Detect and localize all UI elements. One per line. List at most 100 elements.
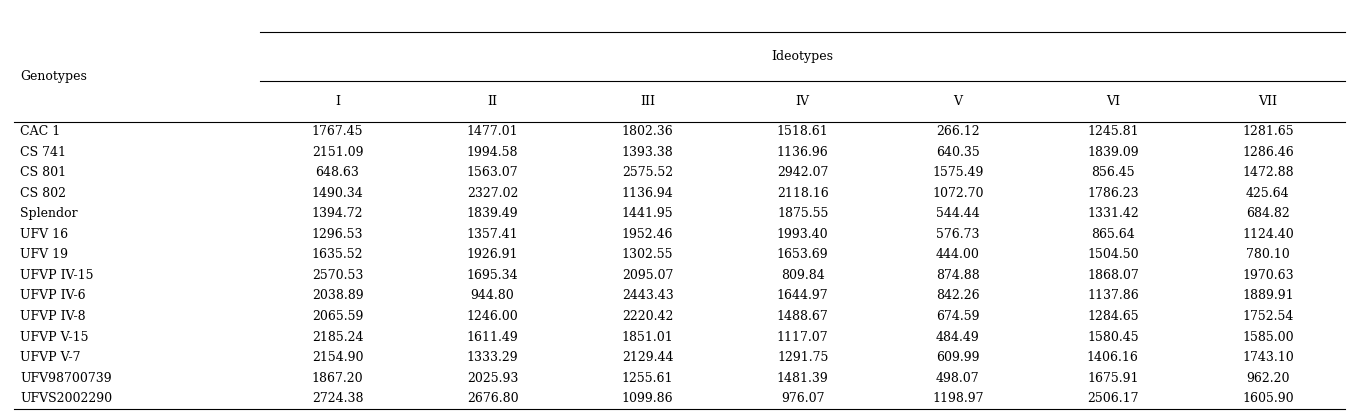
Text: 484.49: 484.49 xyxy=(936,330,980,344)
Text: 1743.10: 1743.10 xyxy=(1242,351,1294,364)
Text: 780.10: 780.10 xyxy=(1246,249,1290,261)
Text: UFVP IV-8: UFVP IV-8 xyxy=(20,310,86,323)
Text: 1868.07: 1868.07 xyxy=(1087,269,1139,282)
Text: 1136.96: 1136.96 xyxy=(777,146,829,159)
Text: 2443.43: 2443.43 xyxy=(622,290,674,302)
Text: 1441.95: 1441.95 xyxy=(622,207,674,221)
Text: 1333.29: 1333.29 xyxy=(466,351,518,364)
Text: 1284.65: 1284.65 xyxy=(1087,310,1139,323)
Text: 266.12: 266.12 xyxy=(936,125,980,138)
Text: 2942.07: 2942.07 xyxy=(777,166,829,179)
Text: 1786.23: 1786.23 xyxy=(1087,187,1139,200)
Text: II: II xyxy=(488,95,497,108)
Text: 1255.61: 1255.61 xyxy=(622,372,673,385)
Text: 1580.45: 1580.45 xyxy=(1087,330,1139,344)
Text: 2220.42: 2220.42 xyxy=(622,310,673,323)
Text: I: I xyxy=(336,95,340,108)
Text: 1488.67: 1488.67 xyxy=(777,310,829,323)
Text: 1286.46: 1286.46 xyxy=(1242,146,1294,159)
Text: 1137.86: 1137.86 xyxy=(1087,290,1139,302)
Text: 1357.41: 1357.41 xyxy=(466,228,518,241)
Text: 1291.75: 1291.75 xyxy=(777,351,829,364)
Text: CS 801: CS 801 xyxy=(20,166,67,179)
Text: 2154.90: 2154.90 xyxy=(311,351,363,364)
Text: 1752.54: 1752.54 xyxy=(1242,310,1294,323)
Text: 2151.09: 2151.09 xyxy=(311,146,363,159)
Text: 1296.53: 1296.53 xyxy=(311,228,363,241)
Text: 648.63: 648.63 xyxy=(315,166,359,179)
Text: Ideotypes: Ideotypes xyxy=(772,50,833,63)
Text: 1644.97: 1644.97 xyxy=(777,290,829,302)
Text: 640.35: 640.35 xyxy=(936,146,980,159)
Text: 1504.50: 1504.50 xyxy=(1087,249,1139,261)
Text: Splendor: Splendor xyxy=(20,207,77,221)
Text: 1072.70: 1072.70 xyxy=(932,187,984,200)
Text: 1481.39: 1481.39 xyxy=(777,372,829,385)
Text: 1867.20: 1867.20 xyxy=(311,372,363,385)
Text: UFV98700739: UFV98700739 xyxy=(20,372,111,385)
Text: 2575.52: 2575.52 xyxy=(622,166,673,179)
Text: III: III xyxy=(640,95,655,108)
Text: 2129.44: 2129.44 xyxy=(622,351,673,364)
Text: 1952.46: 1952.46 xyxy=(622,228,673,241)
Text: UFV 19: UFV 19 xyxy=(20,249,68,261)
Text: 809.84: 809.84 xyxy=(781,269,825,282)
Text: 1767.45: 1767.45 xyxy=(311,125,363,138)
Text: V: V xyxy=(953,95,962,108)
Text: 1875.55: 1875.55 xyxy=(777,207,829,221)
Text: 1393.38: 1393.38 xyxy=(622,146,674,159)
Text: 1331.42: 1331.42 xyxy=(1087,207,1139,221)
Text: 1490.34: 1490.34 xyxy=(311,187,363,200)
Text: 1117.07: 1117.07 xyxy=(777,330,829,344)
Text: 1889.91: 1889.91 xyxy=(1242,290,1294,302)
Text: 1518.61: 1518.61 xyxy=(777,125,829,138)
Text: 1472.88: 1472.88 xyxy=(1242,166,1294,179)
Text: 498.07: 498.07 xyxy=(936,372,980,385)
Text: 2506.17: 2506.17 xyxy=(1087,392,1139,405)
Text: 2570.53: 2570.53 xyxy=(311,269,363,282)
Text: 674.59: 674.59 xyxy=(936,310,980,323)
Text: 1635.52: 1635.52 xyxy=(311,249,363,261)
Text: 1695.34: 1695.34 xyxy=(466,269,518,282)
Text: 842.26: 842.26 xyxy=(936,290,980,302)
Text: 1302.55: 1302.55 xyxy=(622,249,673,261)
Text: 962.20: 962.20 xyxy=(1246,372,1290,385)
Text: 609.99: 609.99 xyxy=(936,351,980,364)
Text: 1585.00: 1585.00 xyxy=(1242,330,1294,344)
Text: 1136.94: 1136.94 xyxy=(622,187,674,200)
Text: IV: IV xyxy=(795,95,810,108)
Text: 1246.00: 1246.00 xyxy=(466,310,518,323)
Text: 976.07: 976.07 xyxy=(781,392,825,405)
Text: 2095.07: 2095.07 xyxy=(622,269,673,282)
Text: 1245.81: 1245.81 xyxy=(1087,125,1139,138)
Text: 1926.91: 1926.91 xyxy=(467,249,518,261)
Text: 576.73: 576.73 xyxy=(936,228,980,241)
Text: 1563.07: 1563.07 xyxy=(466,166,518,179)
Text: CS 802: CS 802 xyxy=(20,187,67,200)
Text: UFVP V-15: UFVP V-15 xyxy=(20,330,88,344)
Text: UFVP IV-6: UFVP IV-6 xyxy=(20,290,86,302)
Text: CS 741: CS 741 xyxy=(20,146,67,159)
Text: 2025.93: 2025.93 xyxy=(467,372,518,385)
Text: 1281.65: 1281.65 xyxy=(1242,125,1294,138)
Text: 2327.02: 2327.02 xyxy=(467,187,518,200)
Text: 1575.49: 1575.49 xyxy=(932,166,984,179)
Text: 1994.58: 1994.58 xyxy=(467,146,518,159)
Text: VI: VI xyxy=(1106,95,1120,108)
Text: 2676.80: 2676.80 xyxy=(466,392,518,405)
Text: 1124.40: 1124.40 xyxy=(1242,228,1294,241)
Text: 1851.01: 1851.01 xyxy=(622,330,674,344)
Text: 1839.09: 1839.09 xyxy=(1087,146,1139,159)
Text: 2118.16: 2118.16 xyxy=(777,187,829,200)
Text: 2065.59: 2065.59 xyxy=(311,310,363,323)
Text: UFV 16: UFV 16 xyxy=(20,228,68,241)
Text: 2185.24: 2185.24 xyxy=(311,330,363,344)
Text: 2038.89: 2038.89 xyxy=(311,290,363,302)
Text: CAC 1: CAC 1 xyxy=(20,125,61,138)
Text: 1611.49: 1611.49 xyxy=(466,330,518,344)
Text: 856.45: 856.45 xyxy=(1091,166,1135,179)
Text: 1198.97: 1198.97 xyxy=(932,392,984,405)
Text: 1099.86: 1099.86 xyxy=(622,392,674,405)
Text: Genotypes: Genotypes xyxy=(20,71,87,83)
Text: 1653.69: 1653.69 xyxy=(777,249,829,261)
